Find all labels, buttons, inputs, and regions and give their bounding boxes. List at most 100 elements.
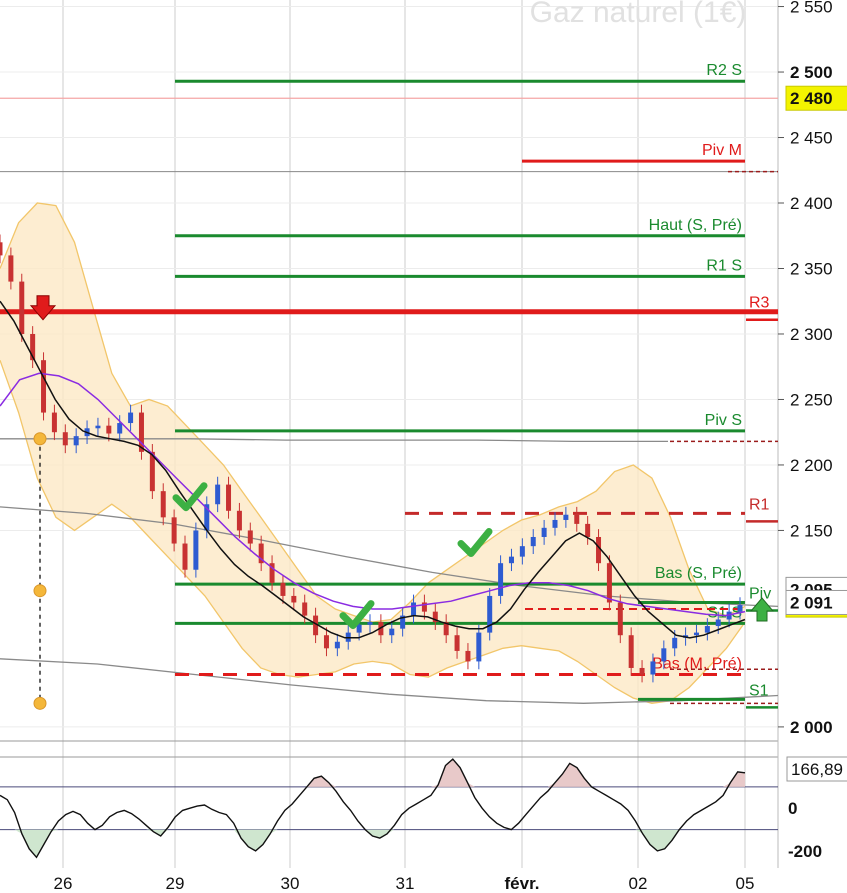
candle-body [138, 412, 144, 452]
time-label: 30 [281, 874, 300, 893]
level-label: R1 [749, 496, 770, 513]
candle-body [204, 504, 210, 531]
candle-body [574, 514, 580, 524]
arrow-down-icon [29, 295, 57, 321]
level-label: R1 S [706, 257, 742, 274]
price-tick-label: 2 000 [790, 718, 833, 737]
candle-body [617, 602, 623, 636]
candle-body [171, 517, 177, 544]
gray-curve-2 [0, 506, 779, 608]
level-label: Piv M [702, 142, 742, 159]
price-tick-label: 2 400 [790, 194, 833, 213]
check-icon [172, 482, 208, 512]
candle-body [117, 423, 123, 434]
ma-long [0, 372, 746, 617]
levels: R2 S Piv M Haut (S, Pré) R1 S R3 Piv S R1 Bas (… [0, 62, 778, 709]
candle-body [389, 628, 395, 636]
candle-body [552, 519, 558, 528]
gray-curve-3 [0, 658, 779, 704]
price-tick-label: 2 350 [790, 259, 833, 278]
ma-short [0, 300, 746, 639]
candle-body [106, 425, 112, 434]
price-tick-label: 2 450 [790, 129, 833, 148]
signals [29, 295, 775, 630]
indicator-tick: 0 [788, 799, 797, 818]
price-badge-label: 2 480 [790, 89, 833, 108]
time-label: 02 [629, 874, 648, 893]
time-label: 29 [166, 874, 185, 893]
candle-body [487, 595, 493, 633]
candle-body [628, 635, 634, 668]
time-axis: 26 29 30 31 févr. 02 05 [54, 874, 755, 893]
candle-body [585, 523, 591, 537]
candle-body [51, 412, 57, 433]
candle-body [302, 602, 308, 616]
candle-body [334, 641, 340, 649]
candle-body [160, 491, 166, 518]
level-label: Piv [749, 585, 771, 602]
indicator-tick: -200 [788, 842, 822, 861]
indicator-overbought-fill [0, 759, 745, 787]
candle-body [672, 637, 678, 649]
candle-body [411, 602, 417, 616]
candle-body [41, 360, 47, 413]
check-icon [457, 528, 493, 558]
candle-body [639, 667, 645, 675]
candle-body [650, 661, 656, 675]
candle-body [704, 626, 710, 633]
marker-dot [33, 432, 47, 446]
time-label: 31 [396, 874, 415, 893]
candle-body [606, 563, 612, 603]
level-label: R2 S [706, 62, 742, 79]
price-badge [785, 589, 847, 615]
candle-body [313, 615, 319, 636]
chart-title: Gaz naturel (1€) [530, 0, 747, 29]
arrow-up-icon [749, 597, 775, 622]
indicator-value: 166,89 [791, 760, 843, 779]
time-label: févr. [505, 874, 540, 893]
candle-body [247, 530, 253, 544]
candle-body [737, 605, 743, 612]
candle-body [356, 624, 362, 633]
time-label: 26 [54, 874, 73, 893]
candle-body [508, 556, 514, 564]
price-tick-label: 2 200 [790, 456, 833, 475]
candle-body [693, 632, 699, 636]
candle-body [454, 635, 460, 651]
candle-body [258, 543, 264, 564]
candle-body [62, 432, 68, 446]
candle-body [661, 648, 667, 662]
candle-body [596, 536, 602, 564]
candle-body [149, 451, 155, 492]
candle-body [19, 281, 25, 334]
candle-body [421, 602, 427, 612]
candle-body [215, 484, 221, 505]
candle-body [443, 622, 449, 636]
moving-averages [0, 300, 746, 710]
candle-body [73, 436, 79, 446]
candle-body [432, 611, 438, 623]
check-icon [339, 600, 375, 630]
indicator-panel: 0 -200 166,89 [0, 756, 847, 861]
candle-body [563, 514, 569, 520]
price-tick-label: 2 150 [790, 521, 833, 540]
candle-body [378, 622, 384, 636]
candles [0, 234, 743, 683]
candle-body [193, 530, 199, 570]
price-axis: 2 550 2 500 2 450 2 400 2 350 2 300 2 250 2 200… [778, 0, 847, 737]
indicator-line [0, 758, 746, 859]
level-label: S1 [749, 682, 769, 699]
candle-body [530, 536, 536, 547]
price-tick-label: 2 550 [790, 0, 833, 17]
price-tick-label: 2 500 [790, 63, 833, 82]
candle-body [269, 563, 275, 583]
level-label: Bas (M, Pré) [652, 656, 742, 673]
candle-body [291, 595, 297, 603]
level-label: Haut (S, Pré) [649, 217, 742, 234]
candle-body [519, 546, 525, 557]
candle-body [367, 622, 373, 625]
candle-body [95, 425, 101, 429]
level-label: R3 [749, 295, 770, 312]
level-label: Bas (S, Pré) [655, 565, 742, 582]
